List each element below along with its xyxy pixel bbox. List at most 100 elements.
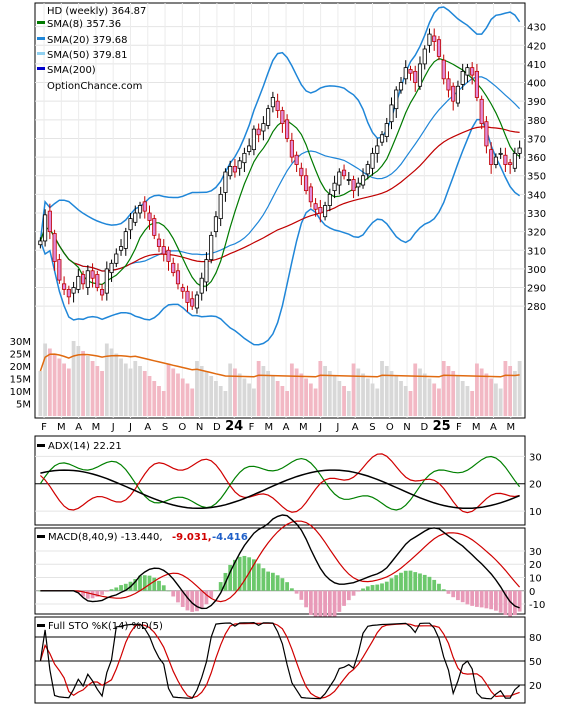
candle-body [341, 169, 347, 177]
macd-histogram-bar [313, 590, 318, 621]
macd-histogram-bar [209, 590, 214, 598]
legend-sma50: SMA(50) 379.81 [47, 50, 128, 61]
price-tick-label: 290 [527, 284, 546, 295]
volume-bar [289, 363, 294, 416]
volume-bar [403, 386, 408, 416]
macd-histogram-bar [280, 578, 285, 591]
legend-sma200-swatch [37, 67, 45, 70]
volume-bar [157, 386, 161, 416]
macd-histogram-bar [451, 590, 456, 598]
candle-body [232, 166, 237, 173]
candle-body [512, 152, 517, 169]
price-tick-label: 350 [527, 172, 546, 183]
candle-body [285, 119, 290, 139]
macd-histogram-bar [517, 590, 522, 612]
macd-histogram-bar [456, 590, 460, 601]
candle-body [408, 69, 413, 74]
x-tick-label: D [213, 422, 221, 433]
volume-bar [138, 366, 142, 416]
candle-body [432, 35, 437, 42]
candle-body [370, 152, 375, 169]
candle-body [441, 59, 446, 80]
price-tick-label: 280 [527, 302, 546, 313]
macd-histogram-bar [166, 590, 171, 592]
macd-histogram-bar [384, 581, 389, 591]
macd-histogram-bar [109, 589, 114, 591]
volume-bar [299, 373, 304, 416]
macd-signal-line [40, 520, 521, 603]
volume-bar [361, 373, 365, 416]
adx-swatch [37, 444, 45, 447]
macd-histogram-bar [308, 590, 313, 615]
macd-histogram-bar [441, 589, 446, 591]
legend-sma20: SMA(20) 379.68 [47, 35, 128, 46]
candle-body [57, 259, 62, 281]
macd-histogram-bar [356, 590, 361, 592]
macd-histogram-bar [270, 572, 275, 591]
macd-histogram-bar [470, 590, 475, 606]
candle-body [417, 63, 423, 87]
volume-bar [233, 368, 237, 416]
volume-bar [247, 383, 252, 416]
price-tick-label: 360 [527, 153, 546, 164]
candle-body [147, 212, 152, 221]
candle-body [280, 110, 285, 124]
candle-body [327, 193, 332, 206]
macd-histogram-bar [114, 587, 119, 591]
macd-histogram-bar [171, 590, 176, 597]
volume-bar [323, 366, 327, 416]
candle-body [199, 277, 204, 294]
macd-histogram-bar [76, 590, 81, 593]
adx-series: 10 20 30 [35, 452, 542, 518]
volume-bar [441, 361, 446, 416]
x-tick-label: M [92, 422, 101, 433]
macd-histogram-bar [100, 590, 104, 595]
volume-bar [408, 391, 413, 416]
candle-body [109, 262, 114, 274]
volume-bar [180, 378, 185, 416]
volume-bar [451, 371, 456, 416]
x-tick-label: A [490, 422, 497, 433]
candle-body [247, 145, 252, 152]
volume-tick-label: 15M [10, 375, 31, 386]
candle-body [266, 108, 271, 126]
macd-histogram-bar [503, 590, 508, 616]
price-tick-label: 430 [527, 23, 546, 34]
volume-bar [95, 366, 100, 416]
x-tick-label: D [420, 422, 428, 433]
volume-bar [47, 348, 52, 416]
macd-histogram-bar [413, 572, 418, 591]
volume-bar [456, 376, 460, 416]
candle-body [289, 139, 294, 158]
macd-histogram-bar [508, 590, 513, 617]
volume-bar [517, 361, 522, 416]
x-tick-label: M [57, 422, 66, 433]
x-tick-label: A [75, 422, 82, 433]
macd-histogram-bar [332, 590, 337, 618]
macd-histogram-bar [370, 585, 375, 591]
candle-body [318, 207, 323, 214]
volume-tick-label: 10M [10, 387, 31, 398]
adx-line [40, 469, 520, 510]
volume-bar [62, 363, 66, 416]
candle-body [294, 154, 299, 165]
macd-histogram-bar [494, 590, 498, 611]
macd-histogram-bar [465, 590, 470, 605]
volume-bar [470, 391, 475, 416]
volume-bar [418, 368, 422, 416]
price-series [38, 6, 522, 346]
x-tick-label: J [335, 422, 339, 433]
candle-body [38, 240, 43, 246]
price-panel: 280 290 300 310 320 330 340 350 360 370 380 390 400 4… [10, 2, 546, 419]
macd-histogram-bar [427, 576, 432, 591]
volume-bar [90, 361, 95, 416]
volume-bar [427, 378, 432, 416]
candle-body [190, 298, 195, 307]
volume-bar [119, 358, 123, 416]
candle-body [308, 186, 313, 203]
candle-body [180, 287, 185, 292]
candle-body [460, 70, 465, 85]
candle-body [62, 283, 67, 290]
